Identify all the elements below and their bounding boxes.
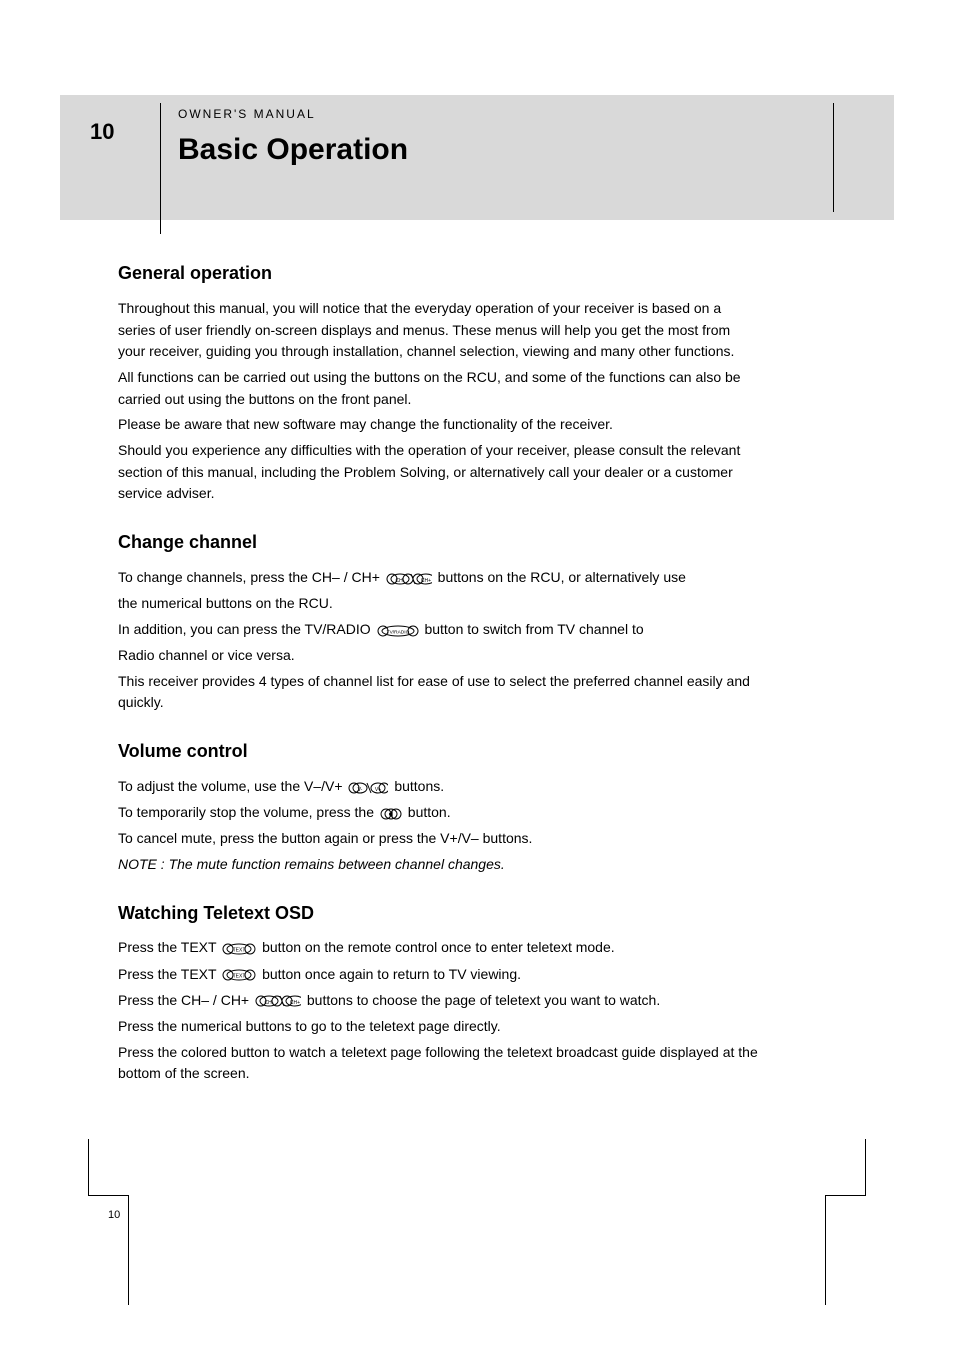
volume-note-text: The mute function remains between channe… bbox=[169, 856, 505, 872]
general-para-3: Please be aware that new software may ch… bbox=[118, 414, 758, 436]
volume-line1: To adjust the volume, use the V–/V+ V- V+… bbox=[118, 776, 758, 798]
general-para-2: All functions can be carried out using t… bbox=[118, 367, 758, 410]
header-page-number: 10 bbox=[90, 119, 114, 145]
channel-line4: Radio channel or vice versa. bbox=[118, 645, 758, 667]
teletext-line1: Press the TEXT TEXT button on the remote… bbox=[118, 937, 758, 959]
crop-mark bbox=[88, 1139, 89, 1195]
teletext-line4: Press the numerical buttons to go to the… bbox=[118, 1016, 758, 1038]
svg-text:TEXT: TEXT bbox=[233, 974, 246, 980]
section-title-teletext: Watching Teletext OSD bbox=[118, 900, 758, 928]
channel-line2: the numerical buttons on the RCU. bbox=[118, 593, 758, 615]
channel-line3-pre: In addition, you can press the TV/RADIO bbox=[118, 621, 375, 637]
teletext-line1-pre: Press the TEXT bbox=[118, 939, 220, 955]
crop-mark bbox=[826, 1195, 866, 1196]
channel-line1-pre: To change channels, press the CH– / CH+ bbox=[118, 569, 380, 585]
svg-text:V-: V- bbox=[358, 787, 363, 793]
v-minus-v-plus-icon: V- V+ bbox=[348, 776, 388, 798]
channel-line5: This receiver provides 4 types of channe… bbox=[118, 671, 758, 714]
crop-mark bbox=[865, 1139, 866, 1195]
volume-line2-post: button. bbox=[408, 804, 451, 820]
teletext-line3-pre: Press the CH– / CH+ bbox=[118, 992, 249, 1008]
header-subtitle: OWNER'S MANUAL bbox=[178, 107, 316, 121]
channel-line1: To change channels, press the CH– / CH+ … bbox=[118, 567, 758, 589]
footer-crop-marks: 10 bbox=[0, 1139, 954, 1309]
section-title-channel: Change channel bbox=[118, 529, 758, 557]
text-icon-2: TEXT bbox=[222, 964, 256, 986]
ch-minus-ch-plus-icon-2: CH- CH+ bbox=[255, 990, 301, 1012]
channel-line3-post: button to switch from TV channel to bbox=[424, 621, 643, 637]
crop-mark bbox=[825, 1195, 826, 1305]
header-title: Basic Operation bbox=[178, 133, 408, 167]
volume-note-label: NOTE : bbox=[118, 856, 169, 872]
teletext-line2-post: button once again to return to TV viewin… bbox=[262, 966, 521, 982]
content-body: General operation Throughout this manual… bbox=[118, 260, 758, 1089]
svg-text:CH-: CH- bbox=[265, 1000, 274, 1006]
volume-line3: To cancel mute, press the button again o… bbox=[118, 828, 758, 850]
teletext-line2: Press the TEXT TEXT button once again to… bbox=[118, 964, 758, 986]
section-title-general: General operation bbox=[118, 260, 758, 288]
svg-text:V+: V+ bbox=[375, 787, 381, 793]
svg-text:CH-: CH- bbox=[395, 578, 404, 584]
crop-mark bbox=[128, 1195, 129, 1305]
volume-note: NOTE : The mute function remains between… bbox=[118, 854, 758, 876]
general-para-4: Should you experience any difficulties w… bbox=[118, 440, 758, 505]
teletext-line5: Press the colored button to watch a tele… bbox=[118, 1042, 758, 1085]
ch-minus-ch-plus-icon: CH- CH+ bbox=[386, 567, 432, 589]
volume-line2-pre: To temporarily stop the volume, press th… bbox=[118, 804, 378, 820]
crop-mark bbox=[88, 1195, 128, 1196]
volume-line1-pre: To adjust the volume, use the V–/V+ bbox=[118, 778, 343, 794]
channel-line1-post: buttons on the RCU, or alternatively use bbox=[438, 569, 686, 585]
mute-icon bbox=[380, 802, 402, 824]
header-divider-right bbox=[833, 103, 834, 212]
svg-text:CH+: CH+ bbox=[421, 578, 431, 584]
text-icon-1: TEXT bbox=[222, 938, 256, 960]
svg-text:CH+: CH+ bbox=[290, 1000, 300, 1006]
teletext-line3: Press the CH– / CH+ CH- CH+ buttons to ch… bbox=[118, 990, 758, 1012]
volume-line2: To temporarily stop the volume, press th… bbox=[118, 802, 758, 824]
teletext-line3-post: buttons to choose the page of teletext y… bbox=[307, 992, 660, 1008]
channel-line3: In addition, you can press the TV/RADIO … bbox=[118, 619, 758, 641]
teletext-line2-pre: Press the TEXT bbox=[118, 966, 220, 982]
header-band: 10 OWNER'S MANUAL Basic Operation bbox=[60, 95, 894, 220]
general-para-1: Throughout this manual, you will notice … bbox=[118, 298, 758, 363]
volume-line1-post: buttons. bbox=[394, 778, 444, 794]
svg-text:TEXT: TEXT bbox=[233, 948, 246, 954]
footer-page-number: 10 bbox=[108, 1209, 120, 1221]
teletext-line1-post: button on the remote control once to ent… bbox=[262, 939, 615, 955]
tv-radio-icon: TV/RADIO bbox=[377, 619, 419, 641]
section-title-volume: Volume control bbox=[118, 738, 758, 766]
header-divider-left bbox=[160, 103, 161, 234]
svg-text:TV/RADIO: TV/RADIO bbox=[386, 629, 409, 635]
